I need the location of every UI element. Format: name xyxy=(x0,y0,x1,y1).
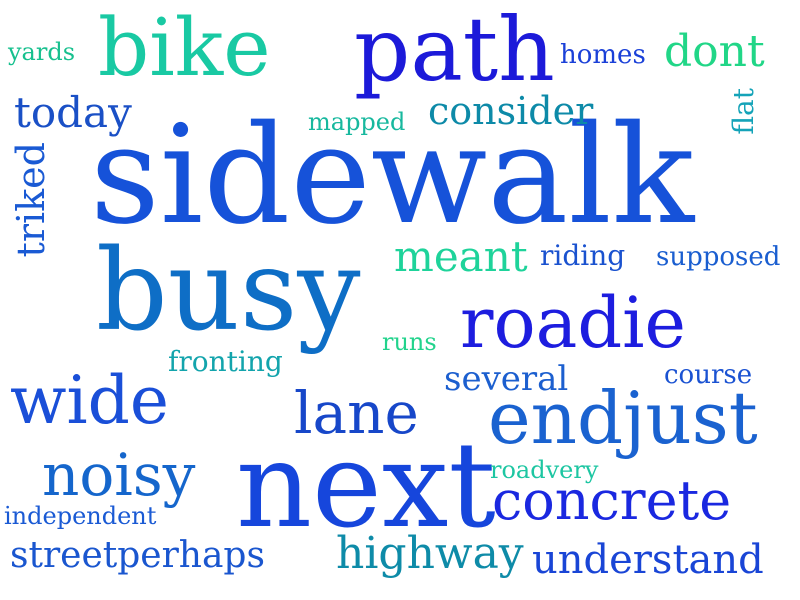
word-yards: yards xyxy=(8,38,76,66)
word-path: path xyxy=(354,0,555,101)
word-supposed: supposed xyxy=(656,242,781,272)
word-runs: runs xyxy=(382,328,437,356)
word-homes: homes xyxy=(560,40,646,70)
word-consider: consider xyxy=(428,89,594,133)
word-understand: understand xyxy=(532,537,764,583)
word-concrete: concrete xyxy=(492,469,732,532)
word-bike: bike xyxy=(98,1,271,94)
word-triked: triked xyxy=(9,142,53,258)
word-today: today xyxy=(14,88,132,137)
word-course: course xyxy=(664,360,753,390)
word-busy: busy xyxy=(96,226,361,356)
word-sidewalk: sidewalk xyxy=(90,97,695,255)
word-several: several xyxy=(444,359,569,399)
word-flat: flat xyxy=(727,88,760,135)
word-lane: lane xyxy=(294,379,419,447)
word-roadvery: roadvery xyxy=(490,456,599,484)
word-highway: highway xyxy=(336,528,524,579)
word-fronting: fronting xyxy=(168,345,283,378)
word-riding: riding xyxy=(540,239,626,272)
word-independent: independent xyxy=(4,502,157,530)
word-next: next xyxy=(236,416,496,554)
word-noisy: noisy xyxy=(42,441,196,509)
word-mapped: mapped xyxy=(308,108,406,136)
word-endjust: endjust xyxy=(488,376,758,460)
word-streetperhaps: streetperhaps xyxy=(10,535,265,576)
word-wide: wide xyxy=(10,362,169,439)
word-dont: dont xyxy=(664,26,765,77)
word-roadie: roadie xyxy=(460,282,686,364)
word-meant: meant xyxy=(394,232,528,281)
